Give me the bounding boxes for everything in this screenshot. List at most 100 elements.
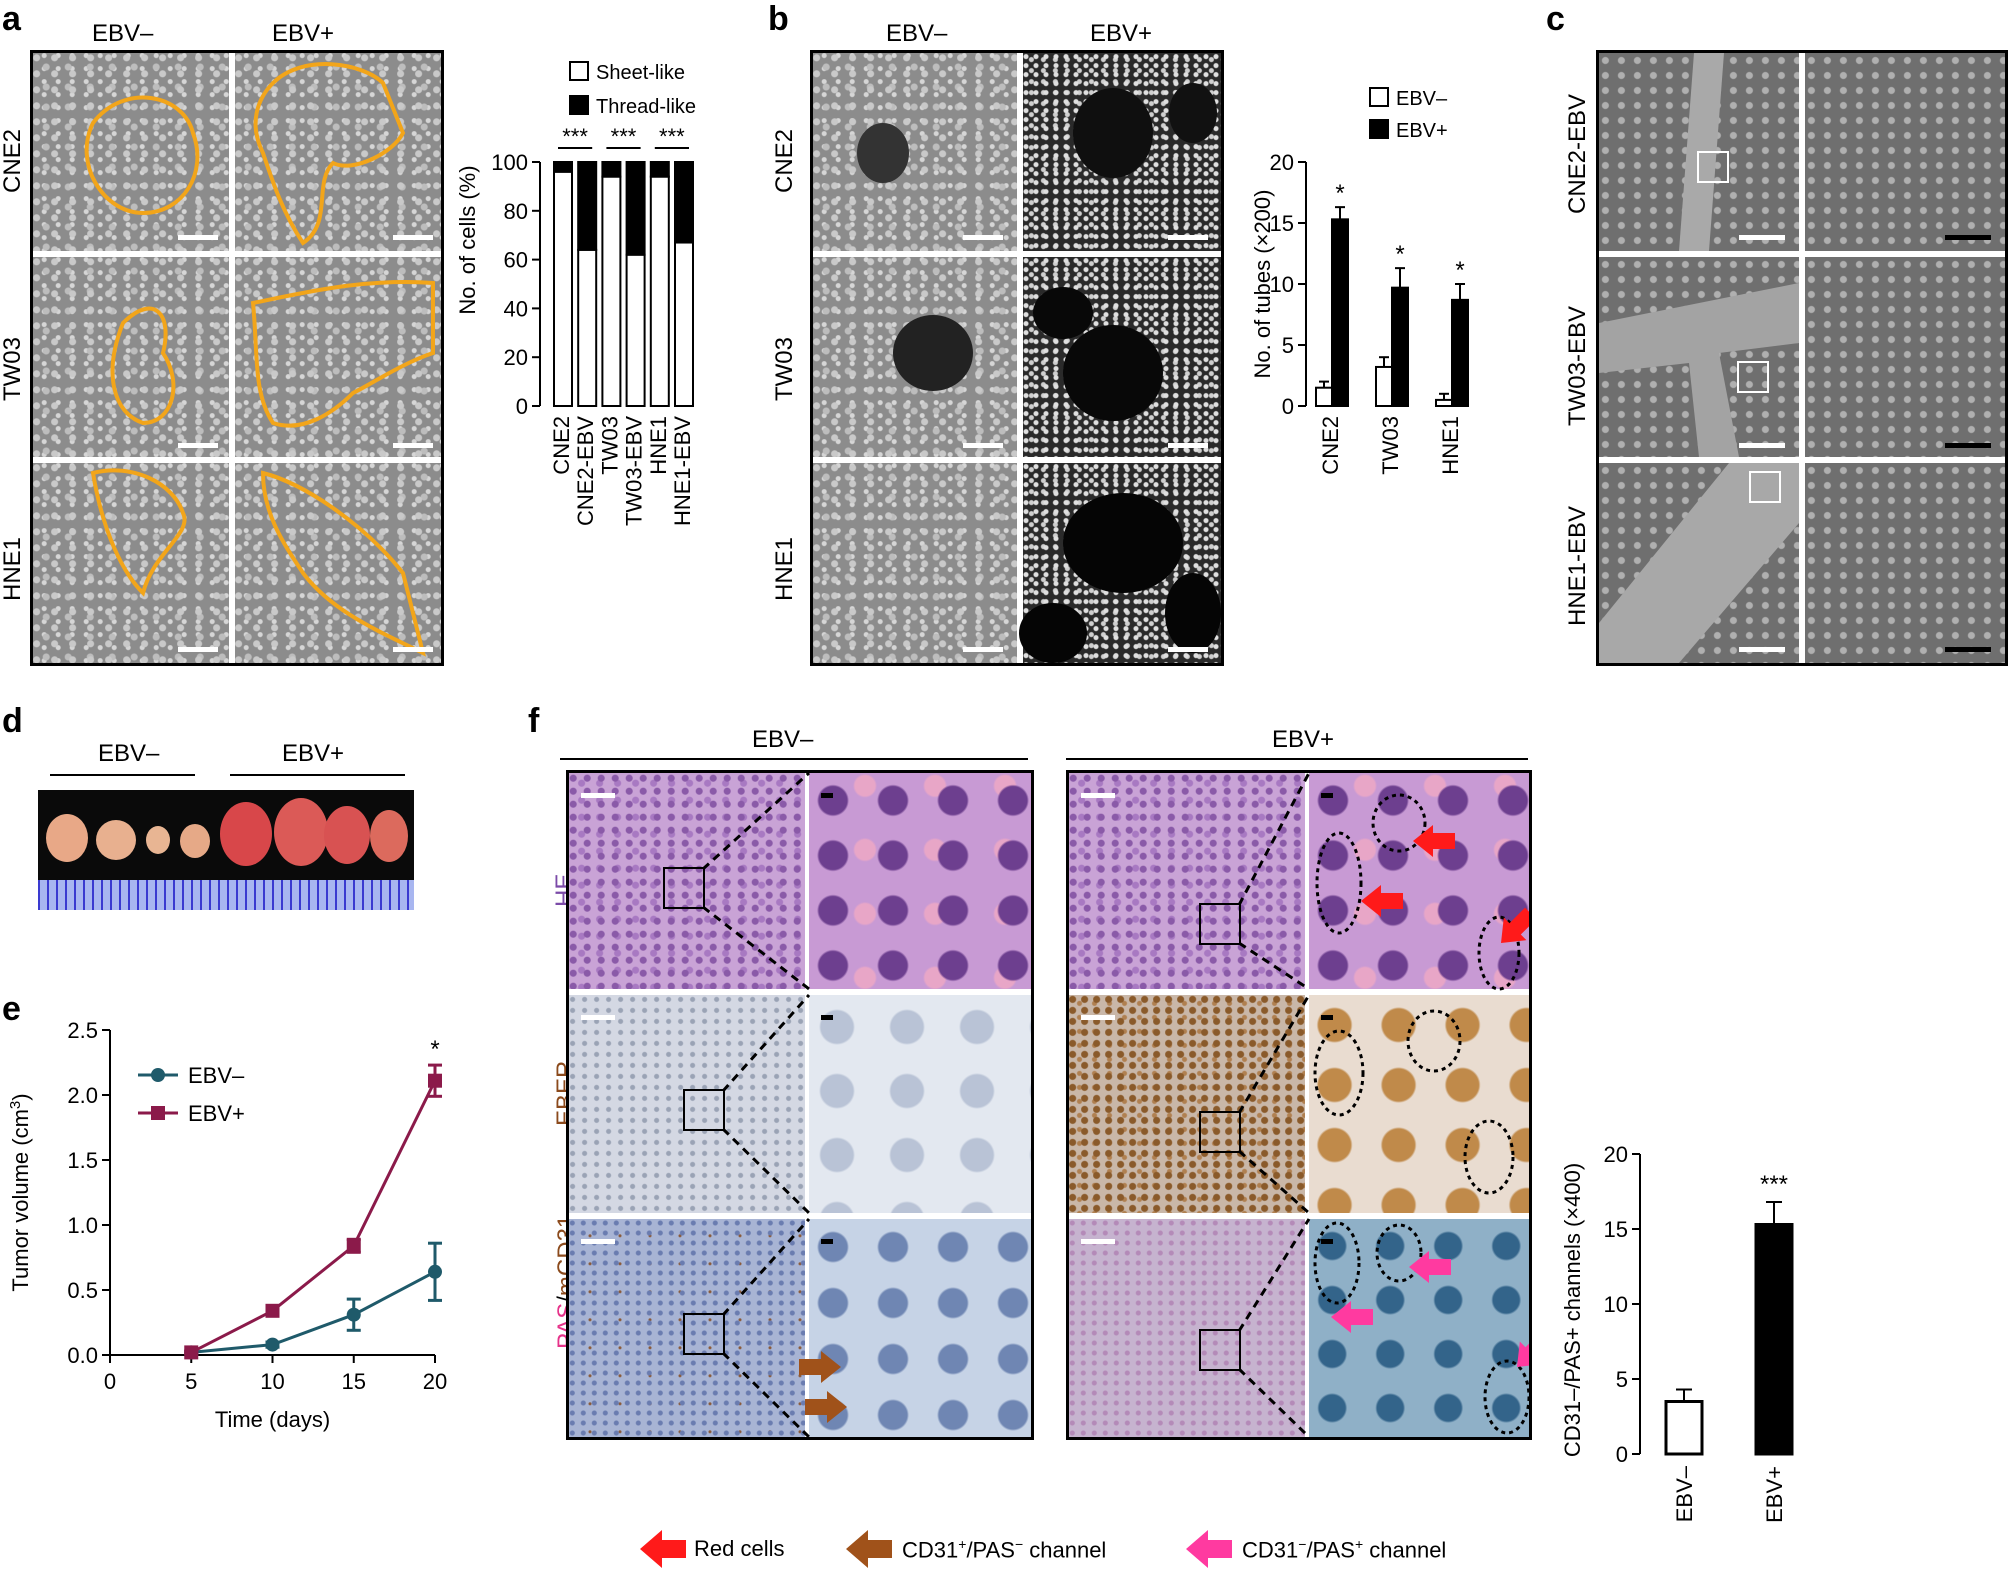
legend-pink-part: channel — [1363, 1537, 1447, 1563]
a-x-tick-label: TW03 — [597, 416, 622, 475]
panel-d-group-line-pos — [230, 774, 405, 776]
b-y-tick-label: 0 — [1282, 394, 1294, 419]
legend-brown-part: /PAS — [966, 1537, 1015, 1563]
legend-pink-part: CD31 — [1242, 1537, 1299, 1563]
panel-b-scale-bar — [963, 647, 1003, 652]
legend-brown-part: channel — [1023, 1537, 1107, 1563]
e-y-tick-label: 1.0 — [67, 1213, 98, 1238]
f-neg-zoom-lines — [701, 773, 847, 1437]
e-x-axis-label: Time (days) — [215, 1407, 330, 1432]
f-scale-bar — [821, 1239, 833, 1244]
f-scale-bar — [581, 793, 615, 798]
e-y-tick-label: 0.0 — [67, 1343, 98, 1368]
f-neg-zoom-box — [683, 1313, 725, 1355]
f-scale-bar — [821, 793, 833, 798]
e-y-tick-label: 0.5 — [67, 1278, 98, 1303]
legend-brown-arrow-icon — [846, 1530, 892, 1568]
b-x-tick-label: CNE2 — [1318, 416, 1343, 475]
f-neg-pas-high — [809, 1219, 1031, 1437]
panel-c-row-cne2-ebv: CNE2-EBV — [1564, 93, 1591, 214]
a-y-tick-label: 100 — [491, 150, 528, 175]
legend-pink-channel: CD31−/PAS+ channel — [1242, 1536, 1446, 1563]
a-bar-segment — [674, 161, 694, 244]
panel-f-ebv-neg-grid — [566, 770, 1034, 1440]
legend-brown-part: CD31 — [902, 1537, 959, 1563]
e-x-tick-label: 20 — [423, 1369, 447, 1394]
e-y-axis-label-part: ) — [8, 1093, 33, 1100]
e-point — [184, 1345, 199, 1360]
f-scale-bar — [1321, 1239, 1333, 1244]
tumor-pos-1 — [220, 802, 272, 866]
f-scale-bar — [1081, 1015, 1115, 1020]
panel-d-tumor-photo — [38, 790, 414, 910]
panel-a-scale-bar — [178, 443, 218, 448]
f-scale-bar — [581, 1239, 615, 1244]
legend-brown-channel: CD31+/PAS− channel — [902, 1536, 1106, 1563]
panel-b-row-hne1: HNE1 — [771, 536, 798, 601]
a-bar-segment — [577, 161, 598, 251]
a-bar-segment — [553, 170, 573, 408]
e-x-tick-label: 15 — [342, 1369, 366, 1394]
tumor-neg-3 — [146, 826, 170, 854]
panel-c-zoom-box — [1737, 361, 1769, 393]
e-point — [428, 1264, 442, 1279]
a-legend-label: Thread-like — [596, 96, 696, 118]
a-y-axis-label: No. of cells (%) — [455, 165, 480, 314]
b-bar — [1315, 386, 1333, 408]
e-x-tick-label: 10 — [260, 1369, 284, 1394]
b-bar — [1331, 218, 1349, 407]
panel-a-scale-bar — [393, 647, 433, 652]
a-x-tick-label: CNE2 — [549, 416, 574, 475]
f-neg-zoom-box — [683, 1089, 725, 1131]
f-bar — [1664, 1400, 1704, 1456]
b-bar — [1435, 398, 1453, 407]
tumor-neg-4 — [180, 824, 210, 858]
f-neg-eber-high — [809, 995, 1031, 1213]
f-neg-he-low — [569, 773, 805, 989]
panel-a-image-hne1-pos — [235, 463, 441, 663]
panel-d-group-ebv-pos: EBV+ — [282, 740, 345, 767]
e-point — [428, 1073, 442, 1088]
legend-red-cells: Red cells — [694, 1536, 785, 1561]
panel-a-scale-bar — [178, 235, 218, 240]
f-pos-eber-high — [1309, 995, 1529, 1213]
panel-b-col-ebv-pos: EBV+ — [1090, 20, 1153, 47]
a-bar-segment — [674, 241, 694, 407]
f-pos-pas-low — [1069, 1219, 1305, 1437]
panel-c-scale-bar — [1945, 443, 1991, 448]
f-scale-bar — [1081, 793, 1115, 798]
tumor-pos-4 — [370, 810, 408, 862]
f-pos-he-low — [1069, 773, 1305, 989]
panel-f-group-line-pos — [1066, 758, 1528, 760]
panel-c-zoom-box — [1749, 471, 1781, 503]
a-legend-swatch — [569, 61, 589, 81]
panel-a-outline-overlay — [84, 62, 435, 657]
panel-label-d: d — [2, 702, 23, 740]
a-bar-segment — [601, 175, 622, 407]
panel-a-image-tw03-pos — [235, 257, 441, 457]
panel-f-group-ebv-pos: EBV+ — [1272, 726, 1335, 753]
e-y-axis-label-sup: 3 — [7, 1101, 24, 1109]
panel-f-bar-chart: 0 5 10 15 20 CD31–/PAS+ channels (×400) EBV– EB… — [1560, 1142, 1794, 1523]
f-neg-eber-low — [569, 995, 805, 1213]
e-legend-label: EBV– — [188, 1063, 245, 1088]
panel-b-dark-region-overlay — [857, 83, 1221, 663]
e-point — [265, 1337, 280, 1352]
a-bar-segment — [577, 248, 598, 407]
tumor-neg-2 — [96, 820, 136, 860]
f-pos-zoom-lines — [1237, 773, 1529, 1437]
a-x-tick-label: HNE1-EBV — [670, 416, 695, 526]
panel-c-scale-bar — [1739, 647, 1785, 652]
a-legend-swatch — [569, 95, 589, 115]
panel-b-image-hne1-neg — [813, 463, 1017, 663]
panel-b-col-ebv-neg: EBV– — [886, 20, 948, 47]
legend-pink-sup2: + — [1354, 1536, 1364, 1552]
panel-label-f: f — [528, 702, 540, 740]
a-y-tick-label: 0 — [516, 394, 528, 419]
panel-a-row-cne2: CNE2 — [0, 128, 26, 193]
panel-c-scale-bar — [1945, 647, 1991, 652]
e-x-tick-label: 5 — [185, 1369, 197, 1394]
panel-d-group-line-neg — [50, 774, 195, 776]
e-point — [346, 1238, 361, 1253]
b-sig-annotation: * — [1455, 257, 1464, 284]
